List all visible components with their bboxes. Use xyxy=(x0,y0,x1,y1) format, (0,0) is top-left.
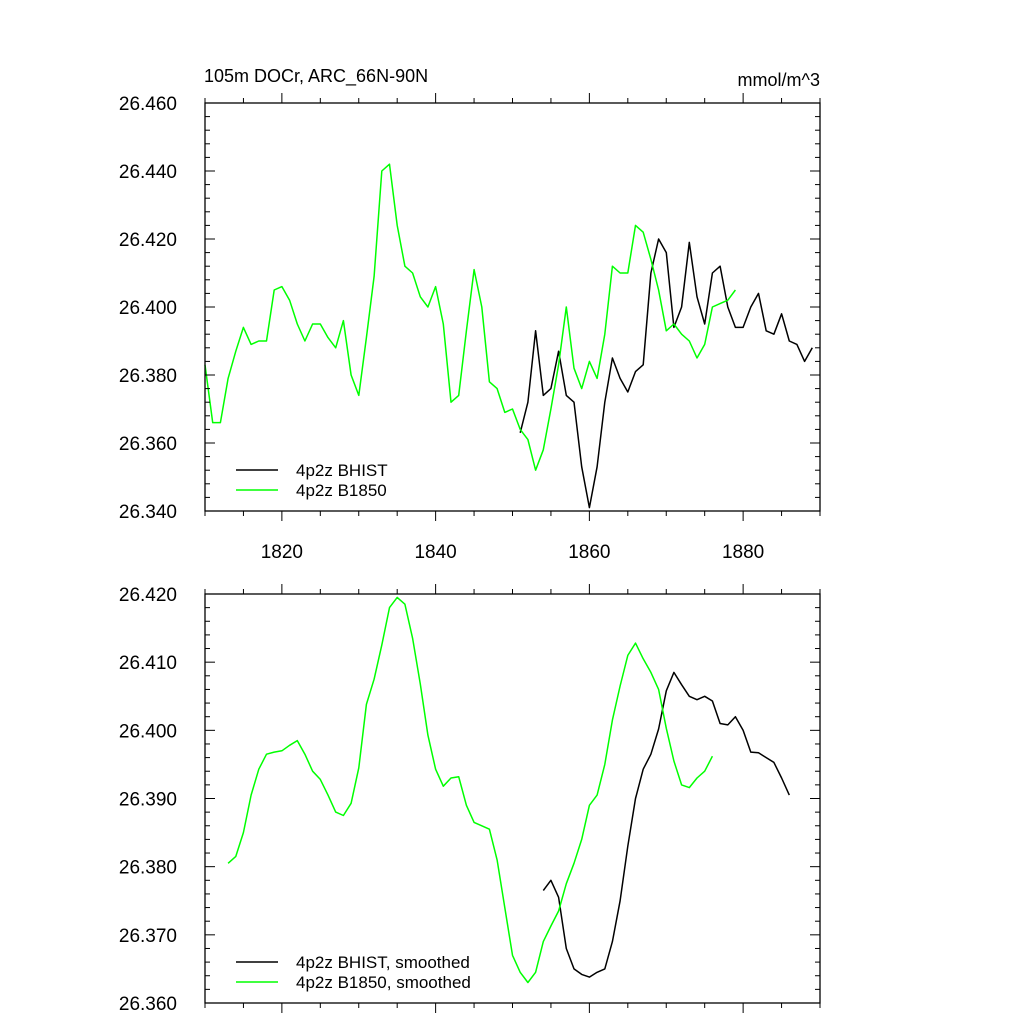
top-legend-label: 4p2z BHIST xyxy=(296,461,388,480)
top-ytick-label: 26.360 xyxy=(119,434,177,455)
top-ytick-label: 26.380 xyxy=(119,366,177,387)
top-xtick-label: 1840 xyxy=(414,542,456,563)
top-ytick-label: 26.340 xyxy=(119,502,177,523)
bottom-panel: 26.360 26.370 26.380 26.390 26.400 26.410 26.4… xyxy=(119,584,821,1015)
bottom-ytick-label: 26.400 xyxy=(119,721,177,742)
top-ytick-label: 26.400 xyxy=(119,298,177,319)
top-xtick-label: 1820 xyxy=(261,542,303,563)
bottom-series-line-bhist xyxy=(542,671,790,978)
top-panel-title: 105m DOCr, ARC_66N-90N xyxy=(204,66,428,87)
bottom-legend-label: 4p2z B1850, smoothed xyxy=(296,973,471,992)
bottom-ytick-label: 26.380 xyxy=(119,858,177,879)
bottom-ytick-label: 26.390 xyxy=(119,790,177,811)
top-panel-units: mmol/m^3 xyxy=(738,70,820,90)
top-xtick-label: 1860 xyxy=(568,542,610,563)
bottom-ytick-label: 26.420 xyxy=(119,585,177,606)
top-xtick-label: 1880 xyxy=(722,542,764,563)
bottom-ytick-label: 26.360 xyxy=(119,994,177,1015)
top-ytick-label: 26.420 xyxy=(119,230,177,251)
top-panel: 26.340 26.360 26.380 26.400 26.420 26.440 26.4… xyxy=(119,66,821,563)
bottom-ytick-label: 26.370 xyxy=(119,926,177,947)
top-ytick-label: 26.440 xyxy=(119,162,177,183)
bottom-series-line-b1850 xyxy=(227,596,714,984)
top-ytick-label: 26.460 xyxy=(119,94,177,115)
bottom-legend-label: 4p2z BHIST, smoothed xyxy=(296,953,470,972)
bottom-ytick-label: 26.410 xyxy=(119,653,177,674)
top-series-line-bhist xyxy=(519,238,813,509)
top-legend-label: 4p2z B1850 xyxy=(296,481,387,500)
top-series-line-b1850 xyxy=(204,163,737,471)
